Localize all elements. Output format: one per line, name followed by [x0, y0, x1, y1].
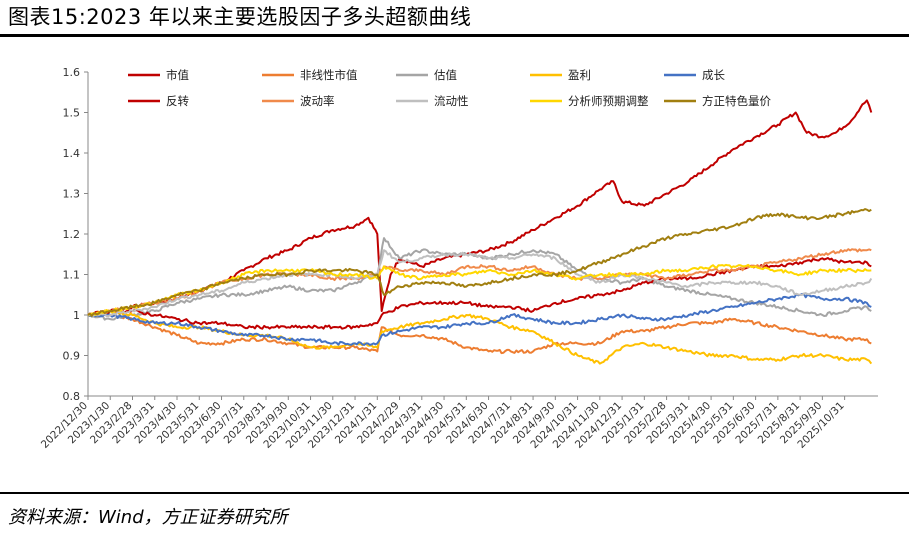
y-tick-label: 1.3 — [63, 188, 81, 201]
series-line-8 — [87, 263, 872, 316]
y-tick-label: 1.5 — [63, 107, 81, 120]
legend-label: 分析师预期调整 — [568, 94, 649, 108]
legend-label: 估值 — [434, 68, 457, 82]
y-tick-label: 1.2 — [63, 228, 81, 241]
chart-lines — [87, 99, 873, 365]
series-line-3 — [87, 309, 873, 365]
bottom-rule — [0, 492, 909, 494]
y-tick-label: 1 — [73, 309, 80, 322]
source-note: 资料来源：Wind，方正证券研究所 — [8, 507, 288, 528]
legend-label: 成长 — [702, 68, 725, 82]
figure-title: 图表15:2023 年以来主要选股因子多头超额曲线 — [8, 5, 472, 29]
legend-label: 反转 — [166, 94, 189, 108]
legend-label: 波动率 — [300, 94, 335, 108]
legend-label: 方正特色量价 — [702, 94, 771, 108]
top-rule — [0, 34, 909, 37]
y-tick-label: 1.4 — [63, 147, 81, 160]
legend-label: 流动性 — [434, 94, 469, 108]
y-tick-label: 1.6 — [63, 66, 81, 79]
y-tick-label: 0.8 — [63, 390, 81, 403]
legend-label: 市值 — [166, 68, 189, 82]
series-line-1 — [87, 312, 872, 355]
chart-axes: 0.80.911.11.21.31.41.51.62022/12/302023/… — [39, 66, 878, 451]
legend-label: 非线性市值 — [300, 68, 358, 82]
y-tick-label: 0.9 — [63, 350, 81, 363]
series-line-7 — [87, 249, 873, 318]
legend-label: 盈利 — [568, 68, 591, 82]
chart-canvas: 0.80.911.11.21.31.41.51.62022/12/302023/… — [39, 66, 878, 451]
y-tick-label: 1.1 — [63, 269, 81, 282]
series-line-4 — [87, 292, 872, 346]
series-line-9 — [87, 208, 872, 317]
